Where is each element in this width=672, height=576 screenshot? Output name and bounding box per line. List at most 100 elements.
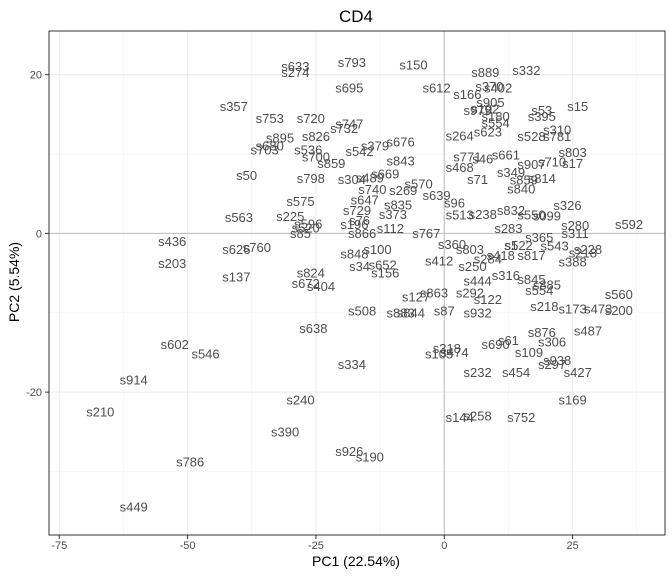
sample-label: s848: [340, 247, 368, 262]
sample-label: s150: [399, 58, 427, 73]
sample-label: s843: [387, 154, 415, 169]
sample-label: s824: [297, 266, 325, 281]
x-axis-title: PC1 (22.54%): [312, 553, 400, 569]
sample-label: s760: [243, 240, 271, 255]
sample-label: s602: [161, 337, 189, 352]
sample-label: s099: [533, 208, 561, 223]
sample-label: s814: [528, 171, 556, 186]
sample-label: s703: [250, 143, 278, 158]
sample-label: s379: [361, 139, 389, 154]
sample-label: s144: [446, 410, 474, 425]
sample-label: s304: [338, 172, 366, 187]
y-tick-label: -20: [26, 387, 42, 399]
sample-label: s349: [497, 165, 525, 180]
sample-label: s740: [358, 182, 386, 197]
sample-label: s835: [384, 197, 412, 212]
sample-label: s575: [286, 194, 314, 209]
plot-panel: [49, 31, 665, 535]
sample-label: s803: [558, 145, 586, 160]
sample-label: s542: [345, 144, 373, 159]
sample-label: s690: [481, 337, 509, 352]
sample-label: s550: [517, 208, 545, 223]
sample-label: s905: [476, 95, 504, 110]
sample-label: s454: [502, 365, 530, 380]
sample-label: s520: [292, 220, 320, 235]
sample-label: s332: [512, 63, 540, 78]
sample-label: s225: [276, 209, 304, 224]
x-tick-label: 25: [566, 540, 578, 552]
sample-label: s522: [505, 238, 533, 253]
sample-label: s109: [515, 345, 543, 360]
sample-label: s390: [271, 424, 299, 439]
sample-label: s190: [356, 450, 384, 465]
sample-label: s528: [517, 129, 545, 144]
sample-label: s612: [422, 81, 450, 96]
sample-label: s436: [158, 234, 186, 249]
sample-label: s570: [404, 177, 432, 192]
sample-label: s803: [456, 242, 484, 257]
sample-label: s926: [335, 444, 363, 459]
sample-label: s50: [236, 168, 257, 183]
sample-label: s845: [517, 272, 545, 287]
sample-label: s798: [297, 171, 325, 186]
sample-label: s365: [525, 230, 553, 245]
sample-label: s283: [494, 221, 522, 236]
sample-label: s412: [425, 254, 453, 269]
sample-label: s34: [349, 259, 370, 274]
sample-label: s274: [281, 65, 309, 80]
sample-label: s192: [471, 101, 499, 116]
sample-label: s292: [456, 285, 484, 300]
sample-label: s885: [533, 277, 561, 292]
sample-label: s87: [434, 304, 455, 319]
sample-label: s546: [191, 347, 219, 362]
sample-label: s127: [402, 289, 430, 304]
sample-label: s710: [538, 154, 566, 169]
sample-label: s669: [371, 166, 399, 181]
sample-label: s876: [528, 325, 556, 340]
sample-label: s449: [120, 500, 148, 515]
sample-label: s889: [471, 65, 499, 80]
sample-label: s373: [379, 207, 407, 222]
sample-label: s334: [338, 357, 366, 372]
sample-label: s284: [474, 251, 502, 266]
sample-label: s404: [307, 279, 335, 294]
sample-label: s444: [464, 274, 492, 289]
sample-label: s17: [562, 156, 583, 171]
sample-label: s218: [530, 299, 558, 314]
sample-label: s753: [256, 111, 284, 126]
sample-label: s232: [464, 365, 492, 380]
sample-label: s747: [335, 116, 363, 131]
sample-label: s626: [222, 242, 250, 257]
sample-label: s652: [369, 258, 397, 273]
sample-label: s240: [286, 393, 314, 408]
sample-label: s907: [517, 157, 545, 172]
sample-label: s844: [397, 305, 425, 320]
sample-label: s536: [294, 143, 322, 158]
sample-label: s318: [433, 341, 461, 356]
sample-label: s196: [340, 217, 368, 232]
sample-label: s639: [422, 188, 450, 203]
sample-label: s633: [281, 59, 309, 74]
sample-label: s661: [492, 147, 520, 162]
sample-label: s647: [351, 193, 379, 208]
sample-label: s767: [412, 226, 440, 241]
sample-label: s560: [605, 287, 633, 302]
sample-label: s258: [464, 408, 492, 423]
sample-label: s203: [158, 256, 186, 271]
sample-label: s700: [302, 150, 330, 165]
sample-label: s487: [574, 324, 602, 339]
sample-label: s418: [487, 248, 515, 263]
sample-label: s357: [220, 99, 248, 114]
sample-label: s832: [497, 203, 525, 218]
sample-label: s474: [440, 345, 468, 360]
sample-label: s676: [387, 135, 415, 150]
x-tick-label: 0: [441, 540, 447, 552]
sample-label: s592: [615, 217, 643, 232]
sample-label: s932: [464, 305, 492, 320]
sample-label: s508: [348, 304, 376, 319]
y-tick-label: 0: [36, 228, 42, 240]
sample-label: s76: [349, 213, 370, 228]
sample-label: s105: [425, 347, 453, 362]
